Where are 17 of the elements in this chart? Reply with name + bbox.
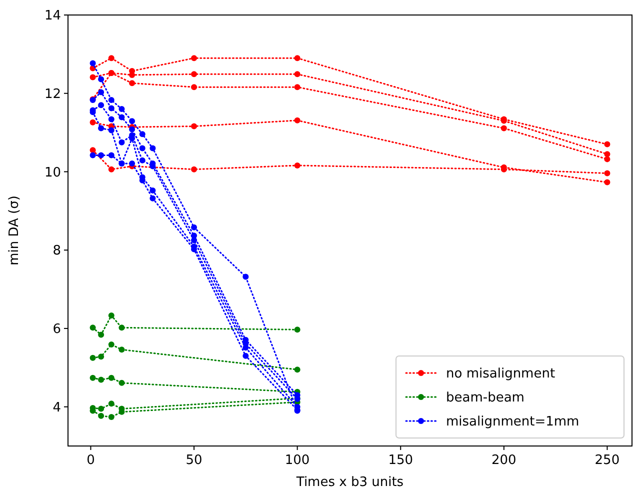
x-tick-label: 50 bbox=[186, 453, 202, 468]
legend-label: no misalignment bbox=[446, 366, 556, 382]
y-tick-label: 10 bbox=[44, 165, 61, 180]
y-tick-label: 14 bbox=[44, 8, 61, 24]
legend-label: beam-beam bbox=[446, 390, 524, 406]
x-tick-label: 100 bbox=[284, 453, 310, 468]
y-axis-title: min DA (σ) bbox=[7, 196, 22, 266]
y-tick-label: 12 bbox=[44, 86, 61, 102]
y-tick-label: 4 bbox=[52, 400, 61, 416]
x-tick-label: 150 bbox=[388, 453, 414, 468]
legend-label: misalignment=1mm bbox=[446, 414, 580, 430]
x-tick-label: 250 bbox=[594, 453, 620, 468]
x-tick-label: 200 bbox=[492, 453, 516, 468]
y-tick-label: 8 bbox=[52, 244, 61, 259]
x-axis-title: Times x b3 units bbox=[295, 475, 404, 490]
x-tick-label: 0 bbox=[86, 453, 95, 468]
y-tick-label: 6 bbox=[52, 322, 61, 338]
